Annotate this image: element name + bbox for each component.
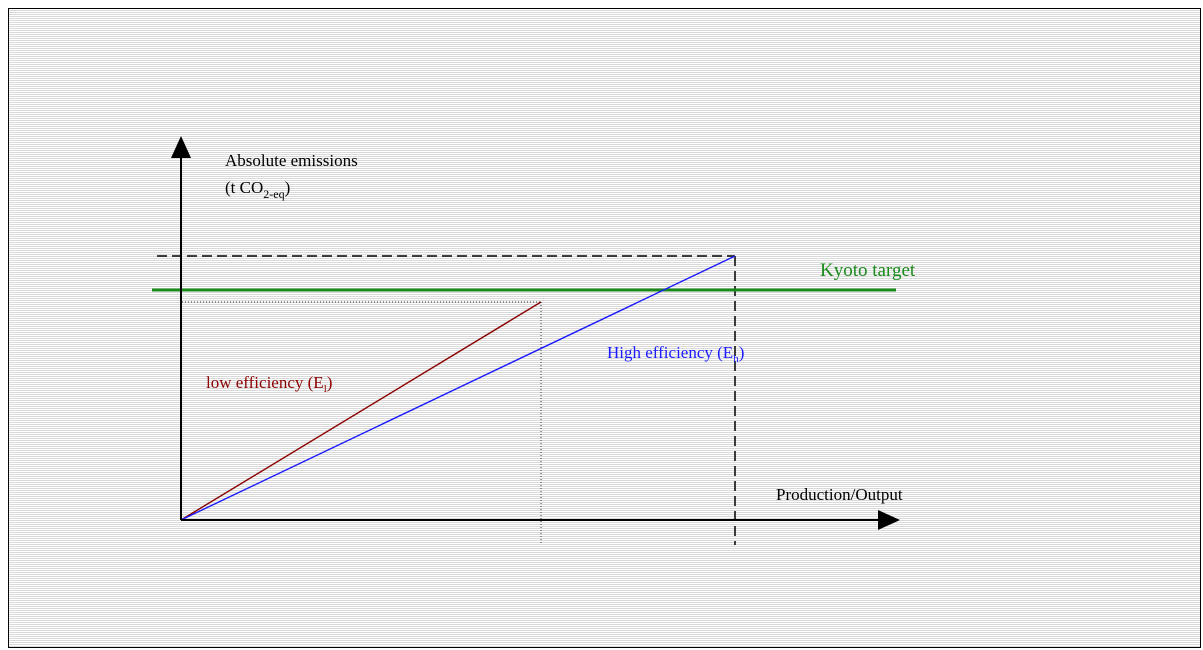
- y-axis-label-subscript: 2-eq: [263, 187, 284, 201]
- x-axis-arrowhead: [878, 510, 900, 530]
- diagram-frame: [8, 8, 1201, 648]
- high-efficiency-label-subscript: h: [733, 353, 739, 365]
- low-efficiency-line: [180, 301, 542, 521]
- y-axis-label-line2: (t CO2-eq): [225, 178, 290, 201]
- kyoto-target-label: Kyoto target: [820, 260, 916, 281]
- low-efficiency-label-subscript: l: [324, 383, 327, 395]
- high-efficiency-line: [180, 255, 736, 521]
- x-axis-label: Production/Output: [776, 485, 903, 504]
- y-axis-arrowhead: [171, 136, 191, 158]
- high-efficiency-label: High efficiency (Eh): [607, 343, 744, 365]
- y-axis-label-line1: Absolute emissions: [225, 151, 358, 170]
- low-efficiency-label: low efficiency (El): [206, 373, 332, 395]
